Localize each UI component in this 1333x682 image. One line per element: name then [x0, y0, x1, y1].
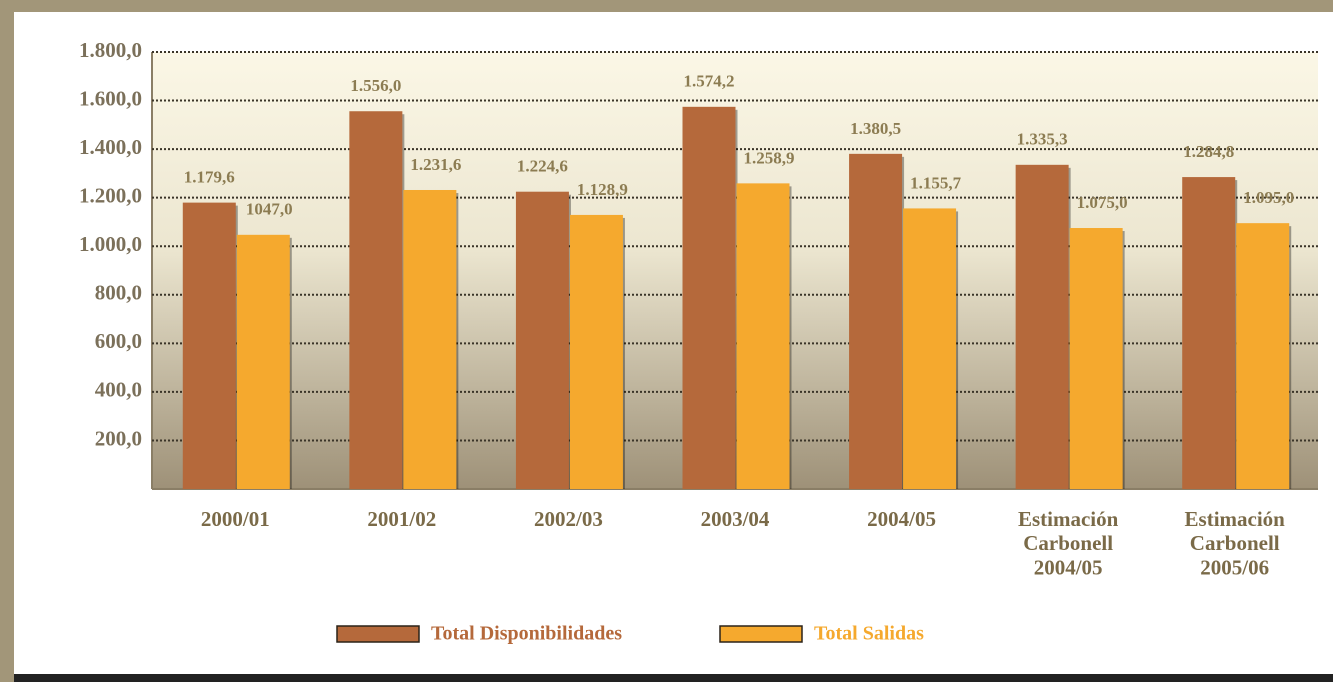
value-label: 1.574,2	[684, 72, 735, 91]
bar	[736, 183, 790, 489]
value-label: 1.128,9	[577, 180, 628, 199]
legend-label: Total Disponibilidades	[431, 623, 622, 645]
x-tick-label: 2004/05	[867, 507, 936, 531]
y-tick-label: 200,0	[95, 426, 142, 450]
y-tick-label: 1.800,0	[79, 38, 142, 62]
bar	[1236, 223, 1290, 490]
bar	[182, 202, 236, 490]
y-tick-label: 600,0	[95, 329, 142, 353]
value-label: 1.380,5	[850, 119, 901, 138]
bar	[349, 111, 403, 489]
bar	[1015, 164, 1069, 489]
x-tick-label: Estimación Carbonell 2004/05	[1018, 507, 1119, 579]
x-tick-label: 2002/03	[534, 507, 603, 531]
value-label: 1047,0	[246, 200, 293, 219]
value-label: 1.075,0	[1077, 193, 1128, 212]
bar	[1069, 228, 1123, 489]
value-label: 1.095,0	[1243, 188, 1294, 207]
value-label: 1.179,6	[184, 168, 235, 187]
y-tick-label: 1.000,0	[79, 232, 142, 256]
y-tick-label: 400,0	[95, 378, 142, 402]
y-tick-label: 1.200,0	[79, 183, 142, 207]
bar	[403, 189, 457, 490]
x-tick-label: 2000/01	[201, 507, 270, 531]
value-label: 1.231,6	[410, 155, 461, 174]
y-tick-label: 1.600,0	[79, 86, 142, 110]
bar	[569, 214, 623, 489]
bar	[903, 208, 957, 489]
x-tick-label: 2003/04	[701, 507, 770, 531]
y-tick-label: 800,0	[95, 281, 142, 305]
bar	[849, 153, 903, 489]
value-label: 1.335,3	[1017, 130, 1068, 149]
x-tick-label: Estimación Carbonell 2005/06	[1185, 507, 1286, 579]
bar	[682, 106, 736, 490]
bottom-edge	[14, 674, 1333, 682]
legend-label: Total Salidas	[814, 623, 924, 645]
bar	[515, 191, 569, 489]
bar	[1182, 177, 1236, 490]
legend-swatch	[336, 625, 420, 643]
legend-swatch	[719, 625, 803, 643]
y-tick-label: 1.400,0	[79, 135, 142, 159]
value-label: 1.258,9	[744, 148, 795, 167]
value-label: 1.224,6	[517, 157, 568, 176]
value-label: 1.155,7	[910, 173, 962, 192]
bar	[236, 234, 290, 489]
value-label: 1.284,8	[1183, 142, 1234, 161]
x-tick-label: 2001/02	[367, 507, 436, 531]
value-label: 1.556,0	[350, 76, 401, 95]
